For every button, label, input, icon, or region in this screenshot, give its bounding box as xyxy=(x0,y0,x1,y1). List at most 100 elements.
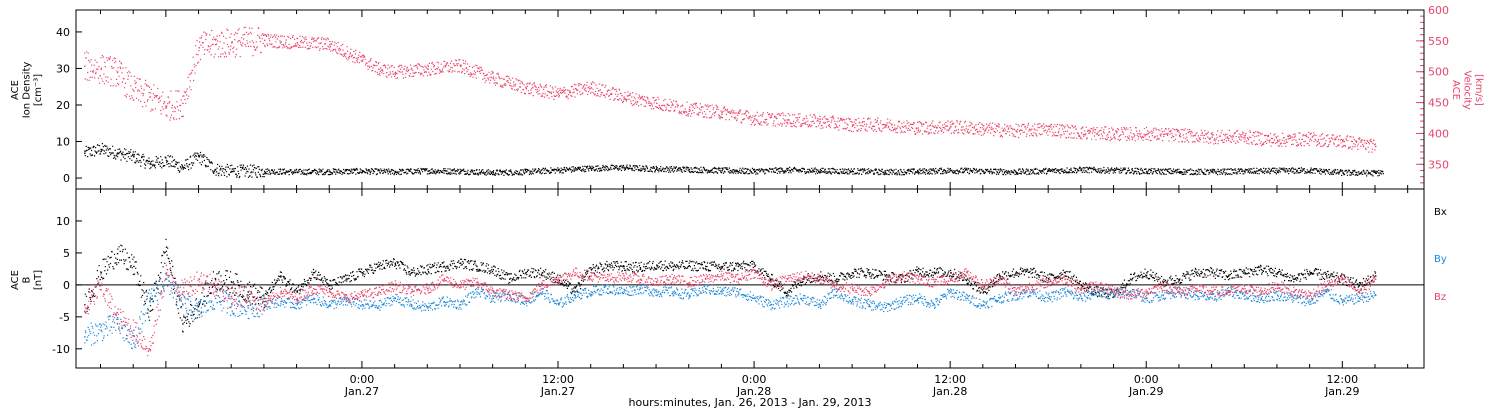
bx-series-point xyxy=(672,265,674,268)
density-series-point xyxy=(1080,169,1083,171)
bx-series-point xyxy=(492,268,495,271)
bx-series-point xyxy=(1031,272,1034,274)
density-series-point xyxy=(525,171,527,173)
by-series-point xyxy=(1113,294,1115,296)
velocity-series-point xyxy=(1276,139,1279,142)
x-tick-time: 0:00 xyxy=(742,373,767,386)
velocity-series-point xyxy=(198,47,200,49)
by-series-point xyxy=(982,304,985,306)
velocity-series-point xyxy=(884,124,887,126)
bx-series-point xyxy=(394,262,397,264)
bz-series-point xyxy=(966,272,968,274)
bz-series-point xyxy=(1309,294,1312,296)
bx-series-point xyxy=(803,278,805,280)
velocity-axis-tick-label: 500 xyxy=(1428,66,1449,79)
bx-series-point xyxy=(884,275,887,277)
density-series-point xyxy=(1146,170,1148,173)
density-series-point xyxy=(786,169,789,172)
by-series-point xyxy=(688,294,691,296)
velocity-axis-title-line: ACE xyxy=(1450,80,1461,100)
bz-series-point xyxy=(345,297,347,300)
density-series-point xyxy=(263,170,266,173)
bx-series-point xyxy=(754,265,756,268)
velocity-series-point xyxy=(492,77,495,80)
bx-series xyxy=(84,238,1377,333)
bz-series-point xyxy=(247,294,249,296)
bx-series-point xyxy=(1015,272,1017,274)
velocity-series-point xyxy=(165,105,168,108)
by-series-point xyxy=(656,291,658,293)
density-series-point xyxy=(231,170,233,173)
bx-series-point xyxy=(1048,278,1050,280)
bz-series-point xyxy=(1162,284,1164,287)
density-axis-tick-label: 0 xyxy=(63,172,70,185)
bx-series-point xyxy=(329,284,331,287)
bz-series-point xyxy=(639,278,642,280)
density-axis-tick-label: 40 xyxy=(56,26,70,39)
b-axis-title: ACEB[nT] xyxy=(10,270,44,290)
velocity-series-point xyxy=(1113,133,1115,135)
velocity-series-point xyxy=(950,126,952,128)
bz-series-point xyxy=(263,304,266,306)
by-series-point xyxy=(476,291,478,293)
velocity-series-point xyxy=(394,71,397,74)
by-series-point xyxy=(492,297,495,300)
legend-bx: Bx xyxy=(1434,207,1447,218)
by-series-point xyxy=(541,291,544,293)
b-axis-tick-label: -10 xyxy=(52,343,70,356)
bz-series-point xyxy=(312,288,315,290)
velocity-series-point xyxy=(754,118,756,120)
by-series-point xyxy=(803,297,805,300)
bz-series-point xyxy=(1227,291,1230,293)
velocity-series-point xyxy=(214,43,217,46)
by-series-point xyxy=(1342,300,1344,303)
velocity-series-point xyxy=(1178,134,1181,137)
density-series-point xyxy=(133,156,135,158)
density-series-point xyxy=(182,167,184,169)
bz-series-cloud xyxy=(84,264,1377,357)
by-series-point xyxy=(459,304,462,306)
velocity-axis-title: [km/s]VelocityACE xyxy=(1450,70,1484,109)
bx-series-point xyxy=(312,272,315,274)
bx-series-point xyxy=(1146,272,1148,274)
x-tick-time: 12:00 xyxy=(934,373,966,386)
bz-series-point xyxy=(1325,284,1328,287)
bz-series-point xyxy=(835,284,838,287)
by-series-point xyxy=(378,305,380,307)
velocity-series-point xyxy=(84,65,86,67)
bz-series-point xyxy=(770,284,772,287)
bx-series-point xyxy=(688,265,691,267)
bx-series-point xyxy=(459,262,462,264)
bx-series-point xyxy=(770,278,772,280)
velocity-axis-tick-label: 400 xyxy=(1428,127,1449,140)
by-series-point xyxy=(100,329,102,332)
by-series-point xyxy=(312,297,315,300)
by-series-point xyxy=(721,291,723,293)
bx-series-point xyxy=(198,304,200,306)
density-series-point xyxy=(721,170,723,172)
bz-series-point xyxy=(558,278,560,280)
density-series-point xyxy=(329,171,331,173)
legend-by: By xyxy=(1434,254,1447,265)
bx-series-point xyxy=(901,278,903,280)
by-series-point xyxy=(296,304,298,306)
velocity-series-point xyxy=(688,108,691,111)
by-series-point xyxy=(917,297,919,300)
bz-series-point xyxy=(901,275,903,277)
velocity-axis-tick-label: 350 xyxy=(1428,158,1449,171)
bz-series-point xyxy=(590,275,593,277)
x-tick-time: 0:00 xyxy=(350,373,375,386)
bx-series-point xyxy=(165,246,168,248)
bz-series-point xyxy=(410,291,413,293)
bz-series-point xyxy=(296,297,298,300)
bz-series-point xyxy=(1374,278,1377,280)
velocity-series-point xyxy=(590,87,593,89)
density-axis-tick-label: 20 xyxy=(56,99,70,112)
density-series-point xyxy=(917,171,919,173)
bz-series-point xyxy=(999,278,1001,280)
velocity-series-point xyxy=(1211,136,1213,138)
bz-series-point xyxy=(378,291,380,293)
bx-series-point xyxy=(1227,275,1230,277)
density-series-point xyxy=(1178,171,1181,173)
b-axis-tick-label: 5 xyxy=(63,247,70,260)
